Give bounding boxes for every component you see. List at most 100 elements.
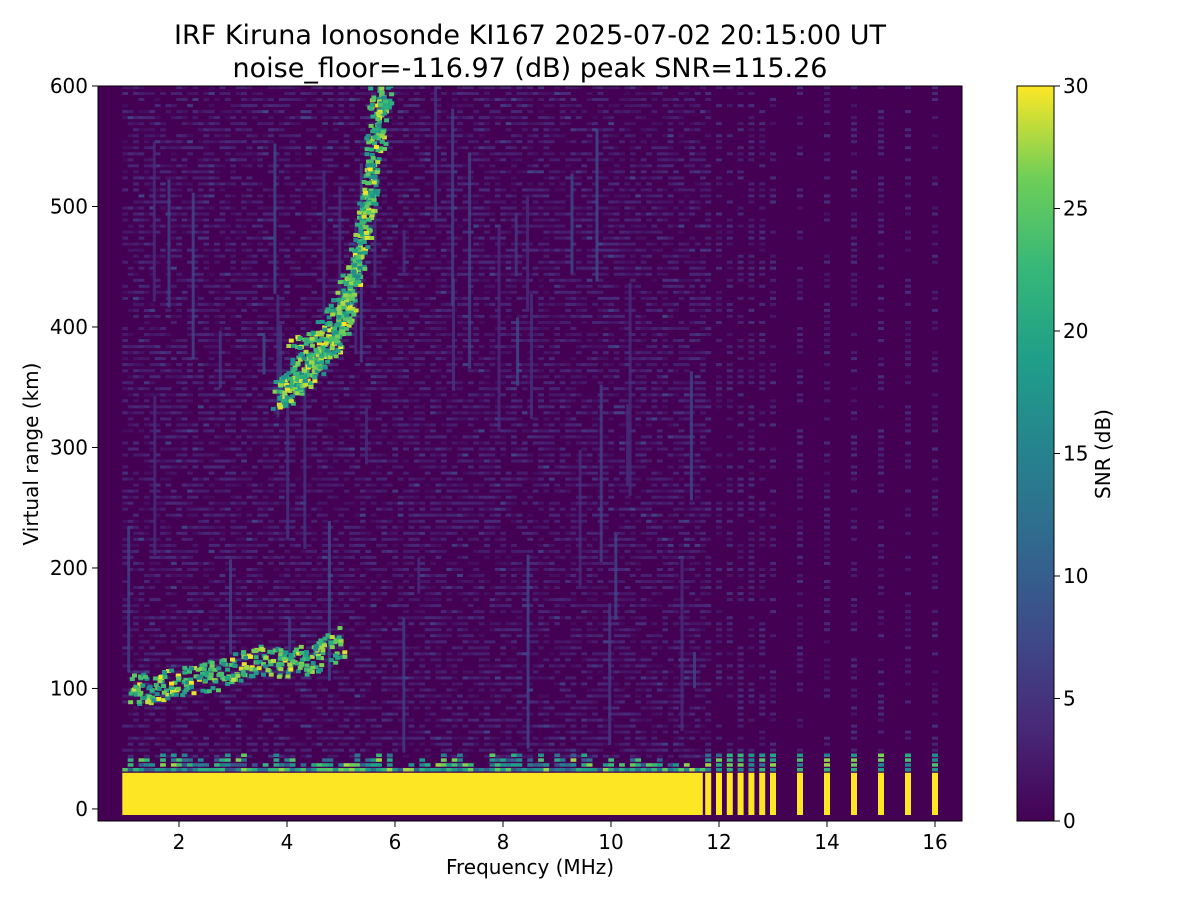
noise-cell bbox=[143, 314, 150, 318]
noise-cell bbox=[424, 441, 431, 445]
noise-cell bbox=[489, 152, 496, 156]
noise-cell bbox=[403, 592, 409, 596]
noise-cell bbox=[349, 254, 355, 258]
noise-cell bbox=[408, 622, 415, 626]
noise-cell bbox=[138, 429, 145, 433]
noise-cell bbox=[440, 465, 447, 469]
noise-cell bbox=[473, 610, 480, 614]
noise-cell bbox=[478, 369, 485, 373]
noise-cell bbox=[214, 260, 220, 264]
noise-cell bbox=[268, 242, 274, 246]
noise-cell bbox=[241, 381, 247, 385]
noise-cell bbox=[451, 610, 458, 614]
noise-cell bbox=[149, 381, 156, 385]
noise-cell bbox=[311, 604, 318, 608]
noise-cell bbox=[143, 387, 150, 391]
noise-cell bbox=[154, 164, 161, 168]
noise-cell bbox=[484, 104, 490, 108]
noise-cell bbox=[397, 140, 404, 144]
noise-cell bbox=[370, 375, 377, 379]
noise-cell bbox=[370, 658, 377, 662]
noise-cell bbox=[408, 218, 415, 222]
noise-cell bbox=[446, 495, 453, 499]
noise-cell bbox=[489, 254, 496, 258]
noise-cell bbox=[192, 604, 199, 608]
noise-cell bbox=[376, 435, 382, 439]
noise-cell bbox=[241, 278, 247, 282]
noise-cell bbox=[440, 640, 447, 644]
noise-cell bbox=[138, 176, 145, 180]
noise-cell bbox=[251, 628, 258, 632]
noise-cell bbox=[316, 459, 323, 463]
noise-cell bbox=[295, 543, 301, 547]
noise-cell bbox=[505, 489, 512, 493]
noise-cell bbox=[322, 393, 328, 397]
noise-cell bbox=[122, 260, 129, 264]
noise-cell bbox=[176, 495, 183, 499]
noise-cell bbox=[170, 604, 177, 608]
noise-cell bbox=[338, 676, 345, 680]
noise-cell bbox=[343, 339, 350, 342]
noise-cell bbox=[241, 549, 247, 553]
noise-cell bbox=[268, 296, 274, 300]
noise-cell bbox=[289, 742, 296, 746]
noise-cell bbox=[462, 525, 469, 529]
noise-cell bbox=[187, 501, 193, 505]
noise-cell bbox=[354, 682, 361, 686]
noise-cell bbox=[440, 742, 447, 746]
noise-cell bbox=[424, 128, 431, 132]
noise-cell bbox=[187, 411, 193, 415]
noise-cell bbox=[187, 122, 193, 126]
noise-cell bbox=[187, 507, 193, 511]
noise-cell bbox=[192, 688, 199, 692]
noise-cell bbox=[165, 110, 172, 114]
noise-cell bbox=[462, 555, 469, 559]
noise-cell bbox=[197, 748, 204, 752]
noise-cell bbox=[257, 688, 264, 692]
noise-cell bbox=[219, 754, 226, 758]
noise-cell bbox=[214, 580, 220, 583]
noise-cell bbox=[381, 652, 388, 656]
noise-cell bbox=[278, 435, 285, 439]
noise-cell bbox=[203, 254, 210, 258]
noise-cell bbox=[413, 146, 420, 150]
noise-cell bbox=[208, 308, 215, 312]
noise-cell bbox=[354, 652, 361, 656]
noise-cell bbox=[457, 700, 463, 704]
noise-cell bbox=[440, 122, 447, 126]
noise-cell bbox=[332, 543, 339, 547]
noise-cell bbox=[462, 519, 469, 523]
noise-cell bbox=[386, 441, 393, 445]
noise-cell bbox=[424, 586, 431, 589]
noise-cell bbox=[181, 634, 188, 638]
noise-cell bbox=[370, 622, 377, 626]
noise-cell bbox=[500, 158, 507, 162]
noise-cell bbox=[208, 345, 215, 349]
noise-cell bbox=[257, 519, 264, 523]
noise-cell bbox=[181, 200, 188, 204]
noise-cell bbox=[316, 260, 323, 264]
noise-cell bbox=[241, 634, 247, 638]
noise-cell bbox=[500, 104, 507, 108]
noise-cell bbox=[386, 549, 393, 553]
noise-cell bbox=[224, 592, 231, 596]
noise-cell bbox=[154, 290, 161, 294]
noise-cell bbox=[262, 652, 269, 656]
noise-cell bbox=[397, 381, 404, 385]
noise-cell bbox=[343, 152, 350, 156]
noise-cell bbox=[365, 387, 372, 391]
noise-cell bbox=[500, 86, 507, 89]
noise-cell bbox=[440, 254, 447, 258]
noise-cell bbox=[343, 604, 350, 608]
noise-cell bbox=[435, 453, 442, 457]
noise-cell bbox=[235, 158, 242, 162]
noise-cell bbox=[478, 616, 485, 620]
noise-cell bbox=[133, 561, 139, 565]
noise-cell bbox=[149, 598, 156, 602]
noise-cell bbox=[154, 176, 161, 180]
noise-cell bbox=[451, 465, 458, 469]
noise-cell bbox=[408, 501, 415, 505]
noise-cell bbox=[446, 477, 453, 481]
noise-cell bbox=[413, 652, 420, 656]
noise-cell bbox=[133, 122, 139, 126]
